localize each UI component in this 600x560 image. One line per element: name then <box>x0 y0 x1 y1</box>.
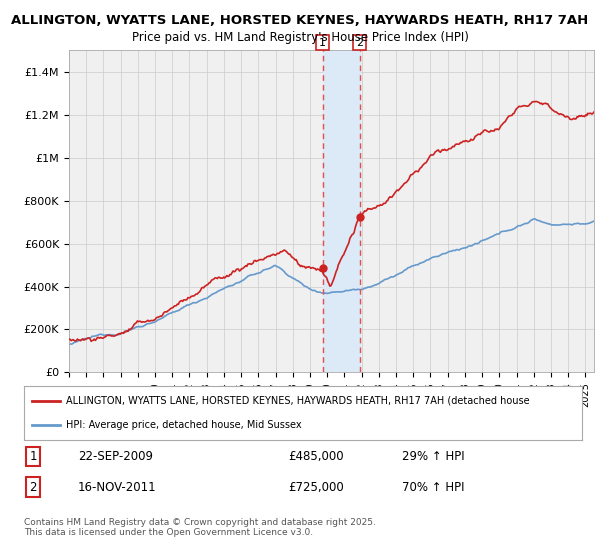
Text: 2: 2 <box>29 480 37 494</box>
Text: 70% ↑ HPI: 70% ↑ HPI <box>402 480 464 494</box>
Text: 29% ↑ HPI: 29% ↑ HPI <box>402 450 464 463</box>
Text: Price paid vs. HM Land Registry's House Price Index (HPI): Price paid vs. HM Land Registry's House … <box>131 31 469 44</box>
Text: Contains HM Land Registry data © Crown copyright and database right 2025.
This d: Contains HM Land Registry data © Crown c… <box>24 518 376 538</box>
Text: 2: 2 <box>356 38 363 48</box>
Text: 16-NOV-2011: 16-NOV-2011 <box>78 480 157 494</box>
Text: £725,000: £725,000 <box>288 480 344 494</box>
Text: ALLINGTON, WYATTS LANE, HORSTED KEYNES, HAYWARDS HEATH, RH17 7AH: ALLINGTON, WYATTS LANE, HORSTED KEYNES, … <box>11 14 589 27</box>
Text: ALLINGTON, WYATTS LANE, HORSTED KEYNES, HAYWARDS HEATH, RH17 7AH (detached house: ALLINGTON, WYATTS LANE, HORSTED KEYNES, … <box>66 396 529 406</box>
Text: 1: 1 <box>319 38 326 48</box>
Text: HPI: Average price, detached house, Mid Sussex: HPI: Average price, detached house, Mid … <box>66 420 301 430</box>
Bar <box>323 50 359 372</box>
Text: £485,000: £485,000 <box>288 450 344 463</box>
Text: 1: 1 <box>29 450 37 463</box>
Text: 22-SEP-2009: 22-SEP-2009 <box>78 450 153 463</box>
